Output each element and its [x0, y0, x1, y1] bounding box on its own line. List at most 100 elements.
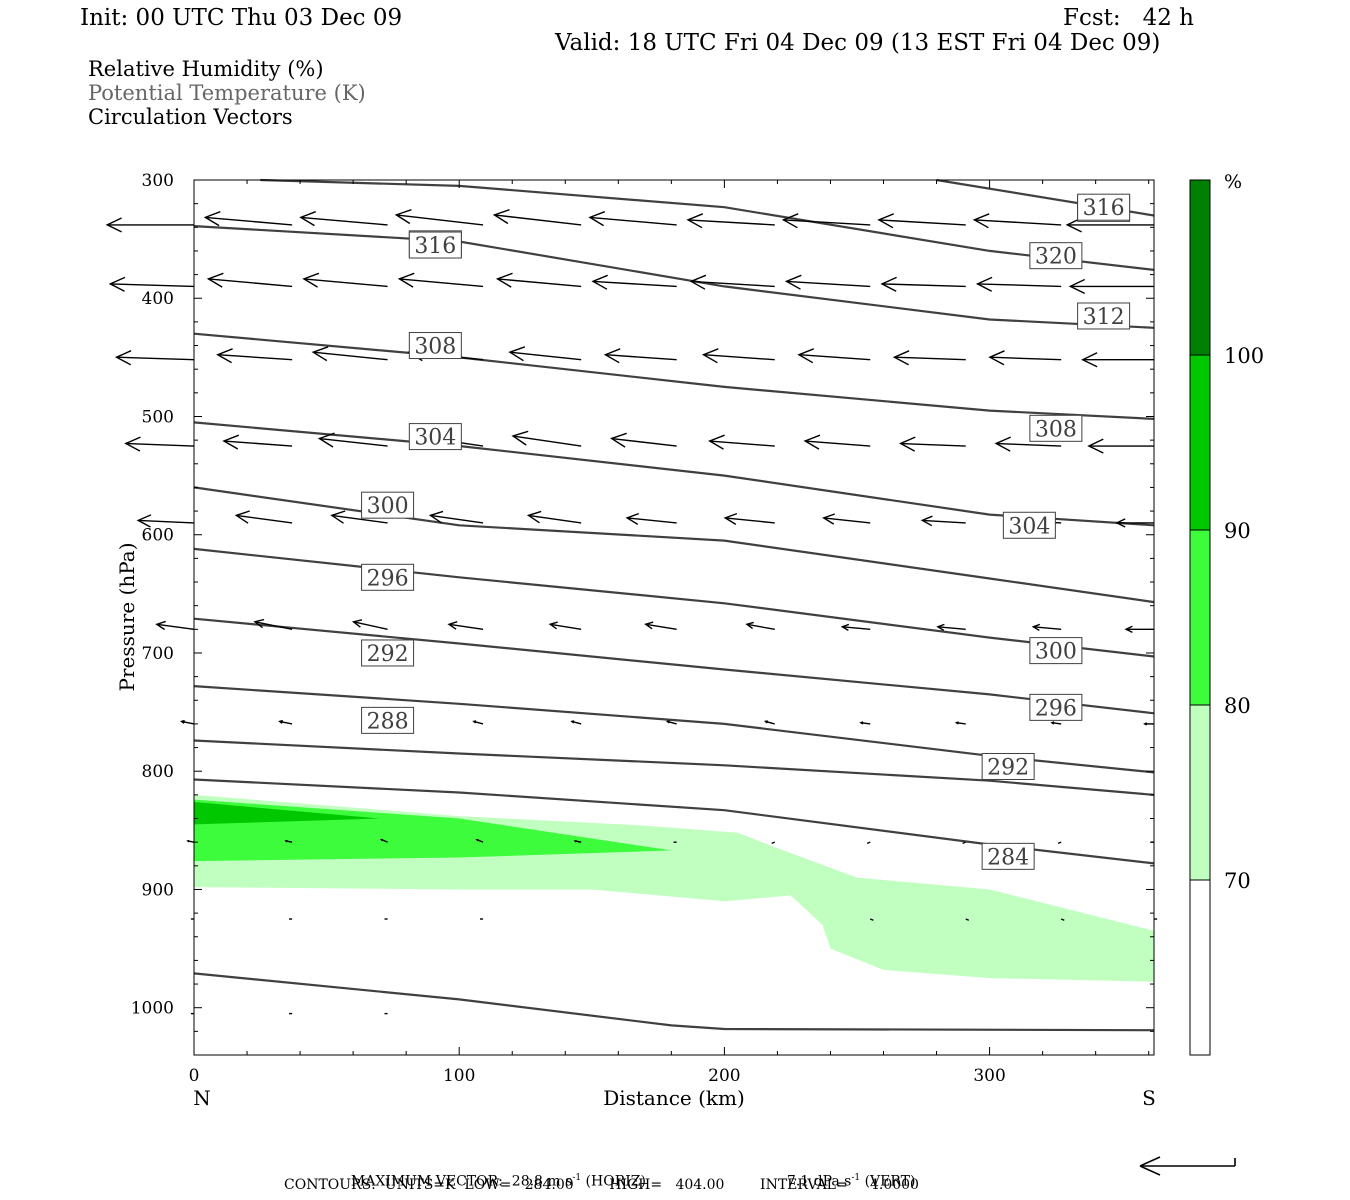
vector-shaft	[138, 519, 195, 524]
vector-head	[299, 211, 316, 227]
vector-head	[492, 209, 510, 225]
vector-head	[511, 430, 529, 446]
y-tick-label: 300	[142, 171, 174, 191]
theta-label-296-b-box	[1029, 693, 1083, 721]
theta-contour-300	[193, 547, 1155, 658]
theta-contour-312	[193, 332, 1155, 420]
vector-head	[803, 434, 821, 450]
theta-label-288: 288	[367, 709, 409, 734]
vector-shaft	[937, 626, 966, 631]
vector-shaft	[878, 219, 966, 226]
theta-label-300-b: 300	[1035, 640, 1077, 665]
vector-shaft	[746, 623, 775, 631]
vector-shaft	[497, 278, 582, 288]
vector-shaft	[156, 623, 195, 631]
vector-layer	[105, 209, 1158, 1015]
vector-shaft	[430, 514, 484, 524]
x-tick-label: 0	[189, 1066, 200, 1086]
vector-shaft	[786, 280, 871, 288]
theta-label-312-b-box	[1077, 302, 1131, 330]
vector-shaft	[771, 841, 776, 845]
vector-head	[899, 436, 916, 452]
vector-head	[548, 621, 558, 630]
vector-shaft	[974, 219, 1062, 226]
vector-shaft	[512, 435, 582, 447]
theta-contour-288	[193, 739, 1155, 796]
x-axis-title: Distance (km)	[603, 1086, 745, 1110]
theta-label-284: 284	[987, 845, 1029, 870]
theta-label-300: 300	[367, 494, 409, 519]
vector-head	[954, 721, 959, 725]
theta-label-308-box	[408, 332, 462, 360]
vector-head	[689, 274, 707, 290]
vector-head	[330, 510, 346, 524]
y-tick-label: 1000	[131, 999, 174, 1019]
vector-head	[114, 350, 132, 366]
footer-vert-vector: 7.1 dPa s-1 (VERT)	[778, 1157, 916, 1190]
rh-region-90	[194, 802, 380, 825]
vector-shaft	[842, 626, 871, 631]
vector-shaft	[223, 440, 293, 447]
vector-head	[892, 350, 910, 366]
colorbar-label: 100	[1224, 344, 1264, 368]
colorbar-segment	[1190, 180, 1210, 355]
vector-shaft	[331, 514, 388, 524]
rh-fill-layer	[194, 794, 1154, 982]
vector-shaft	[1033, 626, 1062, 631]
y-tick-label: 400	[142, 289, 174, 309]
vector-head	[840, 623, 850, 632]
vector-shaft	[725, 517, 775, 524]
colorbar-unit: %	[1224, 171, 1242, 193]
vector-shaft	[528, 514, 582, 524]
legend-potential-temperature: Potential Temperature (K)	[88, 81, 366, 105]
vector-head	[880, 276, 897, 292]
vector-shaft	[399, 278, 484, 288]
vector-shaft	[956, 721, 966, 725]
vector-head	[665, 720, 670, 724]
vector-head	[1068, 278, 1086, 295]
vector-head	[284, 839, 288, 843]
vector-head	[1124, 625, 1133, 634]
footer-horiz: (HORIZ)	[581, 1173, 646, 1190]
theta-label-320-box	[1029, 242, 1083, 270]
vector-head	[781, 213, 799, 229]
y-tick-label: 900	[142, 880, 174, 900]
vector-head	[1031, 623, 1041, 632]
vector-head	[859, 721, 864, 725]
footer-vert: (VERT)	[860, 1173, 916, 1190]
vector-shaft	[208, 278, 293, 288]
theta-label-312-b: 312	[1083, 305, 1125, 330]
vector-shaft	[691, 280, 775, 288]
vector-head	[723, 512, 738, 525]
vector-shaft	[922, 519, 966, 524]
vector-head	[644, 621, 654, 630]
y-tick-label: 800	[142, 762, 174, 782]
x-tick-label: 100	[443, 1066, 475, 1086]
vector-head	[186, 839, 190, 843]
theta-label-320: 320	[1035, 245, 1077, 270]
vector-shaft	[448, 623, 484, 631]
footer-max-sup: -1	[572, 1173, 582, 1183]
vector-head	[1081, 352, 1098, 368]
vector-shaft	[217, 354, 293, 361]
vector-shaft	[798, 354, 871, 361]
vector-shaft	[894, 356, 966, 361]
vector-head	[155, 620, 166, 631]
theta-label-304-box	[408, 423, 462, 451]
theta-contour-292	[193, 685, 1155, 774]
vector-head	[472, 720, 477, 724]
vector-head	[573, 839, 577, 843]
theta-label-300-box	[361, 491, 415, 519]
vector-head	[701, 348, 719, 364]
vector-head	[379, 838, 384, 842]
theta-label-296-b: 296	[1035, 696, 1077, 721]
vector-shaft	[823, 517, 871, 524]
y-tick-label: 700	[142, 644, 174, 664]
vector-shaft	[687, 219, 775, 226]
vector-head	[180, 719, 185, 724]
valid-time: Valid: 18 UTC Fri 04 Dec 09 (13 EST Fri …	[555, 30, 1161, 56]
colorbar-label: 80	[1224, 694, 1251, 718]
vector-head	[1065, 217, 1082, 233]
theta-contour-296	[193, 617, 1155, 715]
vector-head	[994, 436, 1011, 452]
